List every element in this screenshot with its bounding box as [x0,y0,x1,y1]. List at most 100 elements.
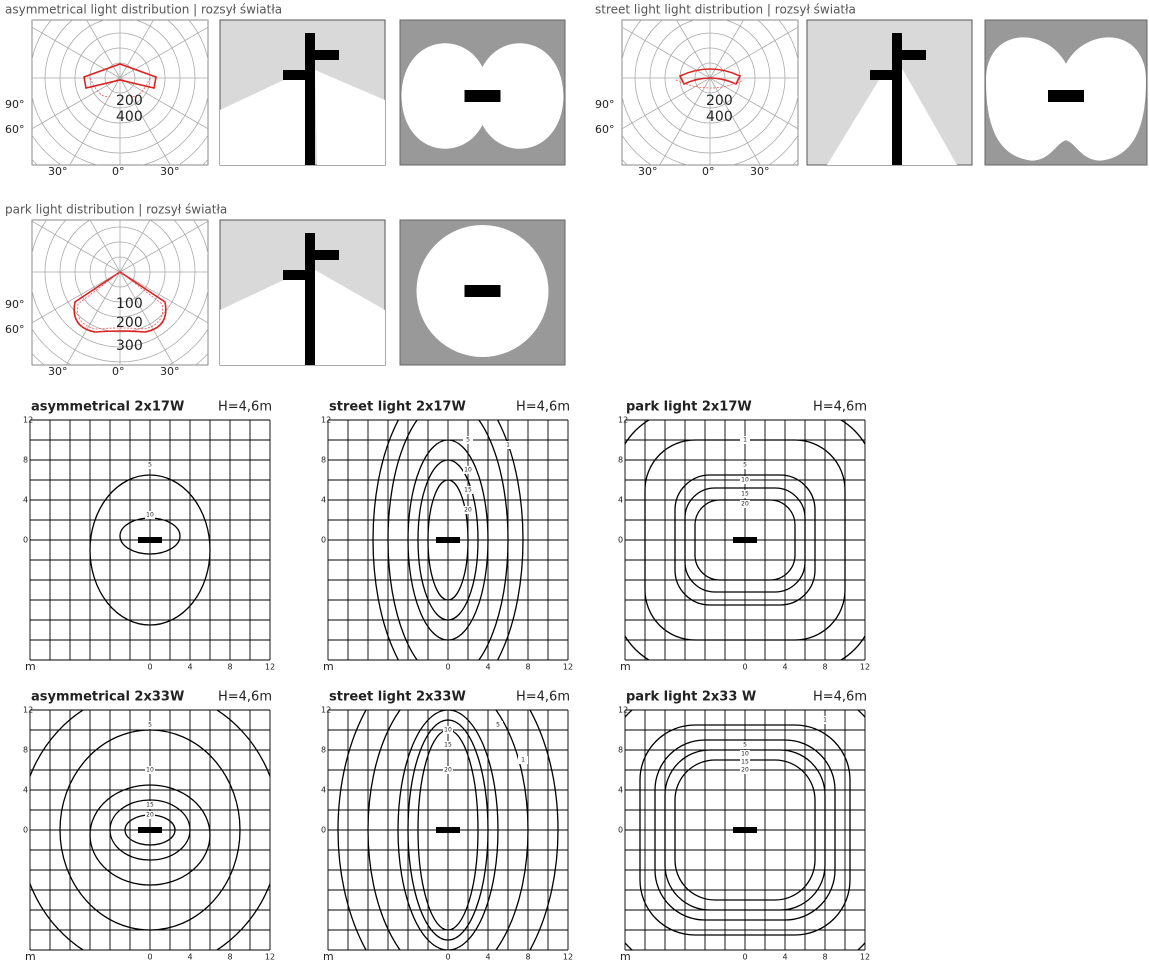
isolux-title: asymmetrical 2x33W [31,690,184,705]
polar-grid [32,220,208,365]
contour-label: 10 [444,727,452,734]
x-label: 8 [525,663,530,672]
x-label: 0 [445,953,450,962]
top-luminaire [464,90,501,102]
angle-label: 90° [5,298,25,311]
polar-curve-dashed [675,79,745,89]
y-label: 4 [321,496,326,505]
polar-grid [32,20,208,165]
isoline [684,487,806,593]
isoline [654,739,836,921]
x-label: m [323,950,334,963]
isolux-title: street light 2x17W [329,400,466,415]
isoline [417,459,479,621]
distribution-block: street light light distribution | rozsył… [595,3,1148,178]
distribution-block: park light distribution | rozsył światła… [5,203,566,378]
contour-label: 20 [146,812,154,819]
x-label: 12 [563,953,573,962]
contour-label: 15 [741,491,749,498]
contour-label-bg [740,750,750,758]
contour-label-bg [443,766,453,774]
polar-spoke [32,26,121,79]
y-label: 4 [618,496,623,505]
isoline [109,799,191,861]
pole [892,33,902,165]
luminaire [733,537,757,543]
contour-label-bg [740,766,750,774]
contour-label: 1 [521,757,525,764]
isolux-diagram: street light 2x17W H=4,6m 5 1 10 15 20 12 8 4 0 m 0 4… [321,400,573,674]
y-label: 12 [321,706,331,715]
y-label: 12 [618,706,628,715]
contours [372,420,524,660]
polar-spoke [622,26,711,79]
distribution-title: asymmetrical light distribution | rozsył… [5,3,282,17]
contour-label-bg [145,811,155,819]
y-label: 8 [23,746,28,755]
light-cone [315,70,385,165]
luminaire [436,827,460,833]
angle-label: 30° [160,365,180,378]
x-label: 8 [525,953,530,962]
angle-label: 60° [5,123,25,136]
polar-spoke [32,77,121,130]
polar-curve [83,63,157,89]
x-label: 0 [742,663,747,672]
pole-arm [870,70,892,80]
x-label: 12 [860,663,870,672]
contour-label: 5 [496,722,500,729]
x-label: 12 [563,663,573,672]
polar-spoke [119,220,151,273]
polar-spoke [119,271,175,365]
pole [305,233,315,365]
y-label: 4 [23,496,28,505]
x-label: 0 [742,953,747,962]
isoline [407,719,489,941]
y-label: 4 [618,786,623,795]
polar-spoke [119,77,208,130]
isoline [427,479,469,601]
contour-label-bg [820,716,830,724]
distribution-title: street light light distribution | rozsył… [595,3,856,17]
angle-label: 30° [160,165,180,178]
x-label: 0 [147,663,152,672]
x-label: m [620,660,631,673]
contour-label: 5 [743,742,747,749]
pole-arm [315,250,339,260]
contours [30,710,270,950]
x-label: m [323,660,334,673]
light-cone [220,270,385,365]
y-label: 12 [321,416,331,425]
isolux-title: street light 2x33W [329,690,466,705]
light-cone [220,70,305,165]
y-label: 0 [618,826,623,835]
isoline [639,724,851,936]
polar-spoke [89,220,121,273]
angle-label: 0° [112,365,125,378]
contour-label-bg [740,758,750,766]
contour-label-bg [740,500,750,508]
x-label: 4 [782,663,787,672]
contour-label-bg [145,801,155,809]
isolux-diagram: asymmetrical 2x33W H=4,6m 5 10 15 20 12 8 4 0 m 0 4 8… [23,690,275,964]
isoline [59,729,241,931]
y-label: 8 [321,456,326,465]
isoline [89,474,211,626]
contour-label: 15 [444,742,452,749]
contour-label: 15 [146,802,154,809]
isolux-title: park light 2x33 W [626,690,756,705]
contour-label-bg [145,766,155,774]
y-label: 8 [321,746,326,755]
contour-label: 10 [146,767,154,774]
isolux-height: H=4,6m [218,690,272,705]
x-label: 8 [822,953,827,962]
contour-label: 5 [743,462,747,469]
angle-label: 60° [595,123,615,136]
radial-label: 200 [706,93,733,109]
isolux-height: H=4,6m [218,400,272,415]
contour-label: 20 [464,507,472,514]
x-label: m [25,950,36,963]
top-luminaire [464,285,501,297]
radial-label: 300 [116,338,143,354]
